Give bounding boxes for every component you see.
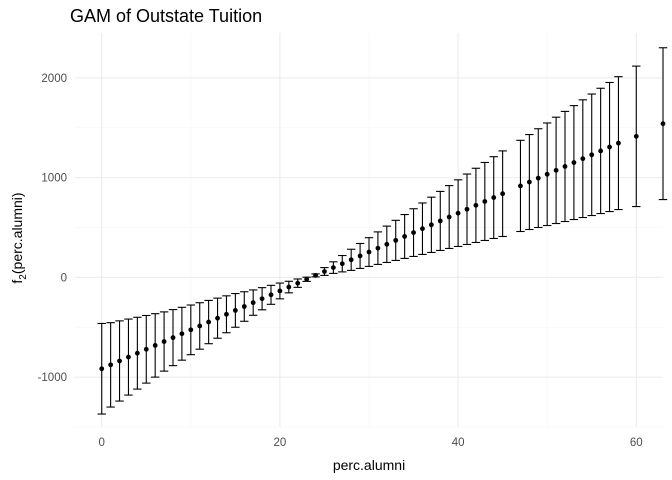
data-point — [482, 199, 488, 204]
data-point — [286, 284, 292, 290]
data-point — [313, 272, 318, 278]
data-point — [250, 300, 256, 306]
x-tick-label: 60 — [630, 437, 643, 449]
data-point — [562, 164, 568, 169]
data-point — [598, 148, 604, 154]
y-axis-title: f2(perc.alumni) — [9, 192, 29, 283]
data-point — [322, 269, 327, 274]
data-point — [99, 366, 105, 372]
data-point — [304, 276, 310, 282]
x-tick-labels: 0 20 40 60 — [99, 437, 643, 449]
x-tick-label: 20 — [274, 437, 287, 449]
data-point — [215, 315, 220, 321]
data-point — [571, 160, 577, 165]
data-point — [152, 343, 158, 348]
y-tick-label: 2000 — [41, 73, 67, 85]
data-point — [428, 222, 434, 228]
data-point — [348, 257, 354, 263]
data-point — [633, 133, 639, 139]
data-point — [357, 253, 363, 259]
data-point — [553, 167, 559, 173]
data-point — [268, 292, 274, 298]
data-point — [500, 191, 506, 197]
y-tick-label: 1000 — [41, 173, 67, 185]
data-point — [402, 234, 408, 239]
data-point — [607, 144, 612, 150]
y-axis-title-tail: (perc.alumni) — [9, 192, 25, 274]
data-point — [126, 354, 131, 360]
grid-layer — [75, 33, 663, 428]
data-point — [170, 335, 176, 341]
data-point — [330, 265, 336, 271]
data-point — [491, 195, 497, 200]
data-point — [616, 140, 621, 146]
data-point — [411, 230, 416, 235]
data-point — [134, 350, 140, 356]
data-point — [197, 323, 203, 329]
data-point — [473, 202, 479, 208]
data-point — [518, 183, 523, 189]
data-point — [161, 339, 167, 344]
data-point — [206, 319, 212, 325]
data-point — [437, 218, 443, 224]
x-axis-title: perc.alumni — [333, 457, 405, 473]
x-tick-label: 0 — [99, 437, 105, 449]
data-point — [464, 206, 470, 212]
data-point — [384, 241, 390, 247]
data-point — [295, 280, 301, 286]
data-point — [446, 214, 452, 220]
data-point — [241, 304, 247, 309]
data-point — [277, 288, 283, 294]
y-tick-label: -1000 — [38, 372, 67, 384]
error-bars-layer — [97, 47, 668, 415]
data-point — [544, 171, 550, 177]
data-point — [393, 237, 399, 243]
y-tick-labels: -1000 0 1000 2000 — [38, 73, 67, 384]
y-tick-label: 0 — [61, 272, 67, 284]
data-point — [232, 307, 238, 313]
data-point — [366, 249, 372, 255]
data-point — [339, 261, 345, 267]
chart-title: GAM of Outstate Tuition — [70, 6, 262, 26]
data-point — [188, 327, 194, 333]
data-point — [143, 346, 149, 352]
data-point — [589, 152, 595, 158]
x-tick-label: 40 — [452, 437, 465, 449]
data-point — [535, 175, 541, 181]
data-point — [108, 362, 114, 368]
data-point — [375, 245, 381, 251]
data-point — [117, 358, 122, 364]
data-point — [455, 210, 461, 216]
data-point — [420, 226, 425, 232]
data-point — [526, 179, 532, 185]
data-point — [259, 296, 265, 302]
data-point — [224, 311, 229, 317]
y-axis-title-sub: 2 — [18, 274, 29, 280]
data-point — [580, 156, 586, 162]
y-axis-title-main: f — [9, 280, 25, 284]
data-point — [660, 121, 666, 127]
points-layer — [99, 121, 666, 372]
data-point — [179, 331, 185, 337]
